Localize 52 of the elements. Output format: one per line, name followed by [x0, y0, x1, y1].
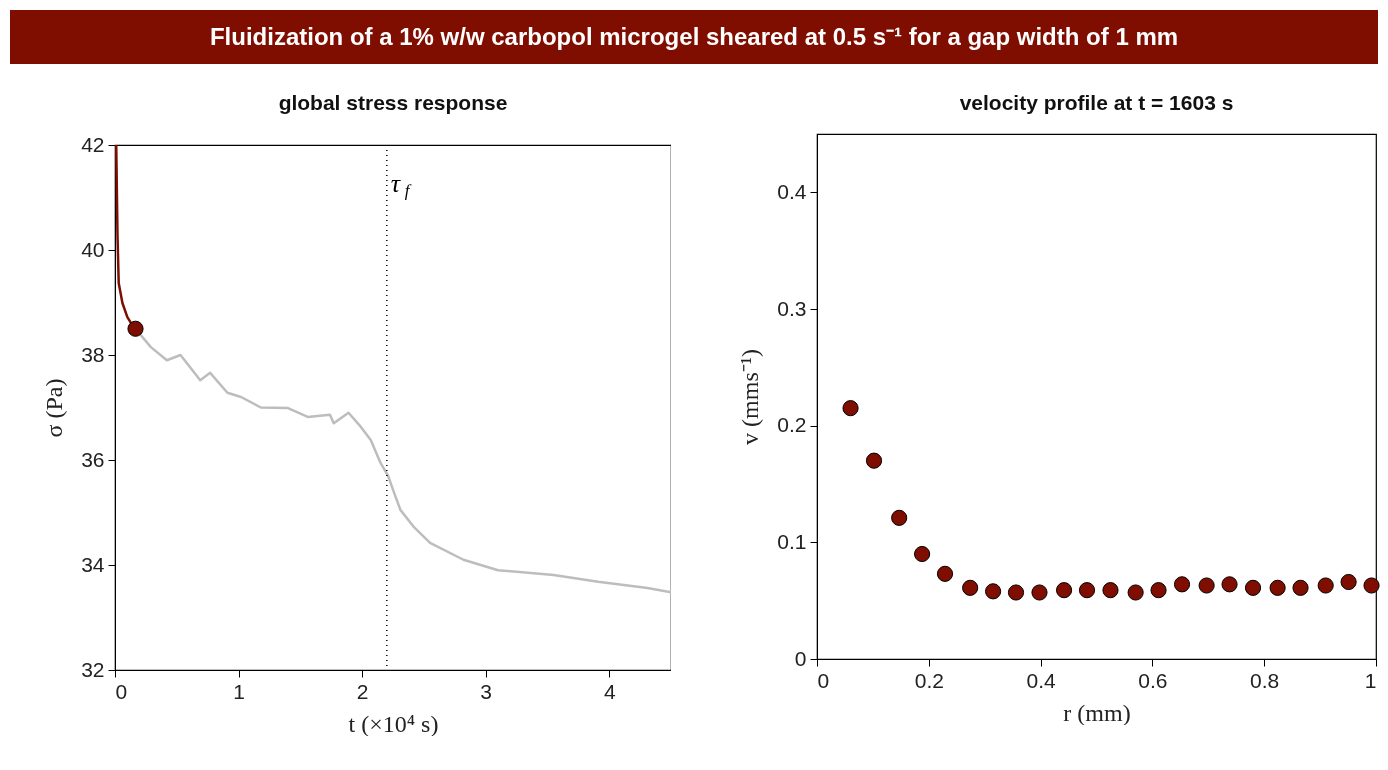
point	[1056, 582, 1073, 599]
x-tick-label: 1	[1364, 668, 1377, 692]
point	[1292, 579, 1309, 596]
y-tick-label: 32	[81, 657, 105, 681]
y-tick-label: 0.1	[777, 529, 807, 553]
point	[962, 579, 979, 596]
y-tick-label: 0.3	[777, 296, 807, 320]
chart-subtitle: global stress response	[278, 91, 508, 114]
x-tick-label: 1	[233, 679, 245, 703]
point	[891, 509, 908, 526]
point	[1244, 579, 1262, 596]
point	[1031, 584, 1048, 601]
point	[936, 565, 954, 582]
point	[1007, 584, 1025, 601]
y-tick-label: 36	[81, 447, 105, 471]
y-tick-label: 0	[794, 646, 807, 670]
y-tick-label: 38	[81, 342, 105, 366]
y-tick-label: 0.4	[777, 179, 807, 203]
x-tick-label: 2	[356, 679, 369, 703]
point	[1363, 577, 1380, 594]
chart-title: Fluidization of a 1% w/w carbopol microgel sheared at 0.5 s⁻¹ for a gap width of 1 mm	[10, 10, 1378, 64]
point	[1102, 582, 1119, 599]
x-axis-title: r (mm)	[1063, 699, 1131, 726]
x-tick-label: 0.8	[1250, 668, 1280, 692]
x-tick-label: 0	[817, 668, 830, 692]
x-axis-title: t (×10⁴ s)	[348, 710, 439, 737]
y-tick-label: 0.2	[777, 413, 807, 437]
chart-title: velocity profile at t = 1603 s	[959, 91, 1234, 114]
y-tick-label: 42	[81, 132, 105, 156]
y-tick-label: 34	[81, 552, 105, 576]
point	[1317, 577, 1334, 594]
point	[1198, 577, 1215, 594]
x-tick-label: 3	[480, 679, 493, 703]
x-tick-label: 0.2	[914, 668, 944, 692]
x-tick-label: 0	[115, 679, 128, 703]
point	[1078, 582, 1096, 599]
y-axis-title: v (mms⁻¹)	[737, 349, 764, 445]
point	[1269, 579, 1286, 596]
point	[914, 545, 931, 563]
x-tick-label: 4	[603, 679, 616, 703]
y-tick-label: 40	[81, 237, 105, 261]
point	[1221, 576, 1238, 593]
y-axis-title: σ (Pa)	[41, 378, 68, 438]
point	[1150, 582, 1167, 599]
point	[865, 452, 883, 469]
point	[1173, 576, 1191, 593]
point	[1340, 573, 1357, 591]
x-tick-label: 0.6	[1138, 668, 1168, 692]
point	[842, 400, 859, 417]
point	[985, 583, 1002, 600]
point	[1127, 584, 1144, 601]
x-tick-label: 0.4	[1026, 668, 1057, 692]
